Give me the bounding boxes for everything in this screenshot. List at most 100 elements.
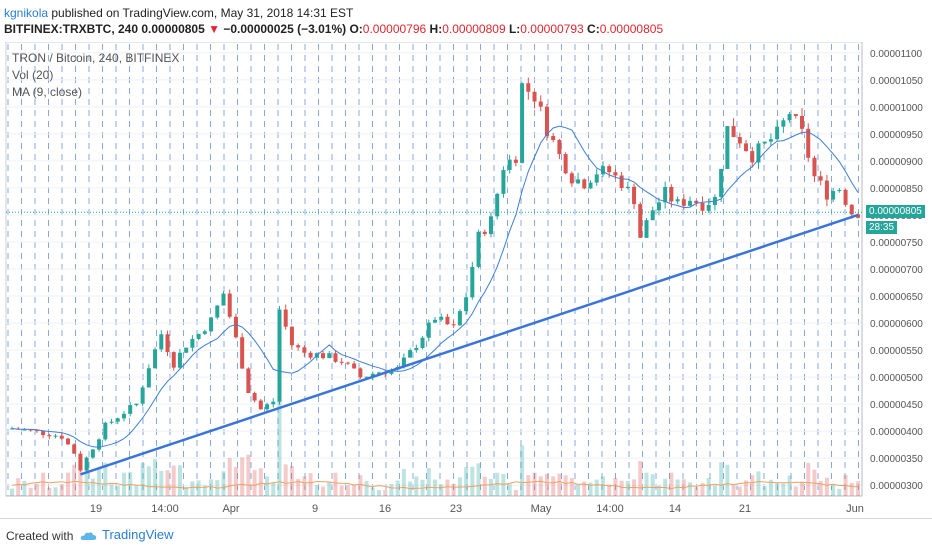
volume-bar bbox=[768, 479, 773, 496]
candle-body bbox=[153, 349, 158, 369]
candle-body bbox=[613, 172, 618, 176]
candle-body bbox=[34, 430, 39, 432]
volume-bar bbox=[296, 478, 301, 496]
volume-bar bbox=[221, 471, 226, 496]
legend-ma: MA (9, close) bbox=[12, 85, 83, 99]
volume-bar bbox=[352, 484, 357, 496]
volume-bar bbox=[153, 459, 158, 496]
candle-body bbox=[719, 168, 724, 197]
volume-bar bbox=[364, 481, 369, 496]
candle-body bbox=[252, 393, 257, 401]
candle-body bbox=[625, 186, 630, 189]
volume-bar bbox=[109, 484, 114, 496]
volume-bar bbox=[762, 486, 767, 496]
volume-bar bbox=[737, 486, 742, 496]
volume-bar bbox=[688, 482, 693, 496]
chart-area[interactable]: 0.00000300 0.00000350 0.00000400 0.00000450… bbox=[0, 41, 932, 518]
author-link[interactable]: kgnikola bbox=[4, 6, 49, 20]
candle-body bbox=[737, 137, 742, 144]
volume-bar bbox=[97, 468, 102, 496]
candle-body bbox=[289, 326, 294, 346]
volume-bar bbox=[600, 476, 605, 496]
volume-bar bbox=[445, 479, 450, 496]
volume-bar bbox=[669, 472, 674, 496]
candle-body bbox=[619, 175, 624, 189]
volume-bar bbox=[464, 467, 469, 496]
candle-body bbox=[265, 404, 270, 410]
x-tick-label: 14:00 bbox=[596, 503, 624, 515]
volume-bar bbox=[824, 477, 829, 496]
volume-bar bbox=[196, 480, 201, 496]
volume-bar bbox=[271, 483, 276, 496]
x-tick-label: 14:00 bbox=[151, 503, 179, 515]
x-tick-label: 9 bbox=[312, 503, 318, 515]
volume-bar bbox=[233, 467, 238, 496]
candle-body bbox=[588, 182, 593, 189]
candle-body bbox=[756, 143, 761, 163]
volume-bar bbox=[837, 488, 842, 496]
volume-bar bbox=[507, 484, 512, 496]
candle-body bbox=[22, 429, 27, 431]
candle-body bbox=[370, 373, 375, 377]
candle-body bbox=[321, 353, 326, 359]
legend-volume: Vol (20) bbox=[12, 68, 54, 82]
candle-body bbox=[656, 202, 661, 211]
volume-bar bbox=[383, 490, 388, 496]
volume-bar bbox=[28, 487, 33, 496]
volume-bar bbox=[321, 486, 326, 496]
volume-bar bbox=[557, 473, 562, 496]
price-chart[interactable]: 0.00000300 0.00000350 0.00000400 0.00000450… bbox=[0, 41, 932, 518]
candle-body bbox=[470, 266, 475, 298]
candle-body bbox=[694, 200, 699, 204]
volume-bar bbox=[613, 477, 618, 496]
volume-bar bbox=[526, 475, 531, 496]
candle-body bbox=[339, 361, 344, 363]
volume-bar bbox=[793, 486, 798, 496]
volume-bar bbox=[849, 482, 854, 496]
candle-body bbox=[47, 435, 52, 437]
volume-bar bbox=[59, 484, 64, 496]
volume-bar bbox=[103, 462, 108, 496]
candle-body bbox=[271, 401, 276, 405]
high-value: 0.00000809 bbox=[442, 22, 506, 36]
candle-body bbox=[103, 422, 108, 440]
candle-body bbox=[464, 297, 469, 312]
low-label: L: bbox=[508, 22, 521, 36]
volume-bar bbox=[625, 481, 630, 496]
volume-bar bbox=[22, 480, 27, 496]
volume-bar bbox=[146, 466, 151, 496]
candle-body bbox=[551, 135, 556, 141]
symbol-info: BITFINEX:TRXBTC, 240 0.00000805 ▼ −0.000… bbox=[4, 22, 663, 36]
candle-body bbox=[544, 106, 549, 136]
volume-bar bbox=[520, 445, 525, 496]
volume-bar bbox=[252, 470, 257, 496]
candle-body bbox=[731, 126, 736, 138]
candle-body bbox=[781, 120, 786, 127]
candle-body bbox=[700, 203, 705, 211]
y-tick-label: 0.00000750 bbox=[870, 238, 923, 249]
candle-body bbox=[277, 309, 282, 402]
candle-body bbox=[134, 403, 139, 406]
volume-bar bbox=[700, 483, 705, 496]
volume-bar bbox=[401, 468, 406, 496]
tradingview-link[interactable]: TradingView bbox=[80, 527, 174, 542]
volume-bar bbox=[638, 460, 643, 496]
volume-bar bbox=[818, 480, 823, 496]
candle-body bbox=[818, 176, 823, 181]
candle-body bbox=[41, 431, 46, 436]
volume-bar bbox=[731, 485, 736, 496]
candle-body bbox=[352, 363, 357, 369]
volume-ma-line bbox=[11, 480, 859, 490]
candle-body bbox=[121, 413, 126, 419]
volume-bar bbox=[202, 485, 207, 496]
volume-bar bbox=[358, 475, 363, 496]
volume-bar bbox=[694, 487, 699, 496]
candle-body bbox=[377, 372, 382, 374]
volume-bar bbox=[227, 457, 232, 496]
volume-bar bbox=[177, 465, 182, 496]
volume-bar bbox=[16, 478, 21, 496]
volume-bar bbox=[675, 479, 680, 496]
volume-bar bbox=[538, 476, 543, 496]
candle-body bbox=[663, 186, 668, 203]
candle-body bbox=[109, 421, 114, 423]
